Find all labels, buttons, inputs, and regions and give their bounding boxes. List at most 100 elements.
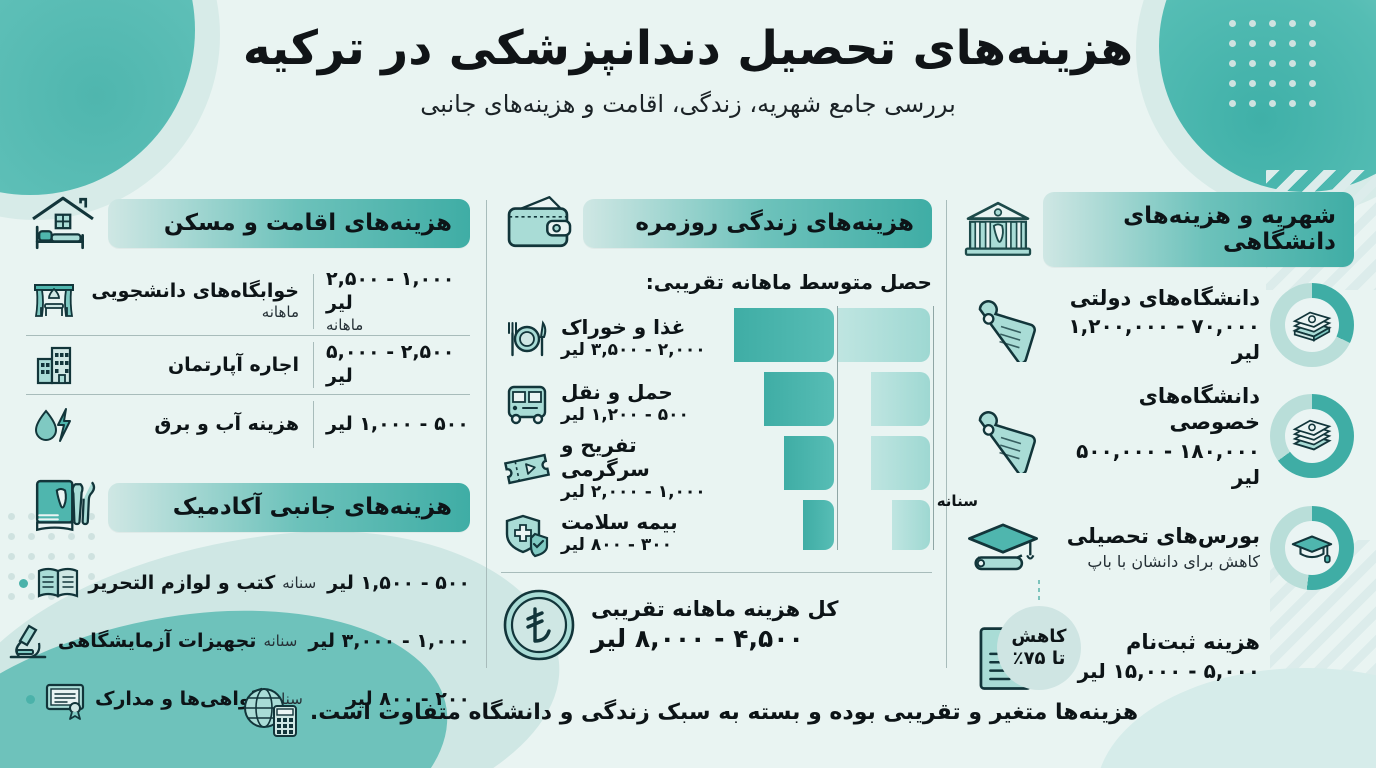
dental-book-tools-icon (26, 476, 100, 538)
living-heading: هزینه‌های زندگی روزمره (583, 198, 932, 248)
living-items-list: غذا و خوراک ۲,۰۰۰ - ۳,۵۰۰ لیر (501, 306, 732, 566)
graduation-cap-diploma-icon (961, 511, 1045, 585)
tuition-item-private: دانشگاه‌های خصوصی ۱۸۰,۰۰۰ - ۵۰۰,۰۰۰ لیر (961, 383, 1354, 490)
health-shield-icon (501, 510, 553, 558)
bar-chart-annual-label: سنانه (936, 492, 978, 510)
tuition-item-public: دانشگاه‌های دولتی ۷۰,۰۰۰ - ۱,۲۰۰,۰۰۰ لیر (961, 283, 1354, 367)
table-vertical-divider (313, 401, 314, 448)
table-vertical-divider (313, 342, 314, 388)
tuition-item-registration-name: هزینه ثبت‌نام (1126, 630, 1260, 655)
microscope-icon (5, 620, 51, 662)
lira-coin-icon (501, 587, 577, 663)
donut-center (1285, 409, 1339, 464)
living-item-transport: حمل و نقل ۵۰۰ - ۱,۲۰۰ لیر (501, 371, 726, 436)
living-costs-section: هزینه‌های زندگی روزمره حصل متوسط ماهانه … (487, 192, 978, 672)
tuition-heading-row: شهریه و هزینه‌های دانشگاهی (961, 192, 1354, 267)
dorm-room-icon (26, 279, 82, 325)
tuition-item-scholarship-name: بورس‌های تحصیلی (1066, 523, 1260, 548)
bar-chart-bars: سنانه (732, 306, 978, 566)
house-bed-icon (26, 192, 100, 254)
footer-note-text: هزینه‌ها متغیر و تقریبی بوده و بسته به س… (309, 699, 1139, 725)
water-electricity-icon (26, 402, 82, 448)
housing-heading: هزینه‌های اقامت و مسکن (108, 198, 470, 248)
dashed-connector (1037, 580, 1040, 604)
academic-heading-row: هزینه‌های جانبی آکادمیک (26, 476, 470, 538)
bar-axis-monthly (836, 306, 838, 550)
tuition-item-scholarship: بورس‌های تحصیلی کاهش برای دانشان با‎ باپ (961, 505, 1354, 590)
bar-annual-health (891, 500, 930, 550)
wallet-icon (501, 192, 575, 254)
discount-badge: کاهش تا ۷۵٪ (996, 606, 1081, 690)
bus-icon (501, 380, 553, 428)
living-total-text: کل هزینه ماهانه تقریبی ۴,۵۰۰ - ۸,۰۰۰ لیر (591, 597, 914, 653)
housing-dorm-value-period: ماهانه (326, 315, 364, 334)
tuition-item-scholarship-text: بورس‌های تحصیلی کاهش برای دانشان با‎ باپ (1055, 523, 1260, 573)
living-item-transport-name: حمل و نقل (561, 380, 673, 405)
table-vertical-divider (313, 274, 314, 329)
bar-monthly-leisure (783, 436, 834, 490)
list-item: ۱,۰۰۰ - ۳,۰۰۰ لیر سنانه تجهیزات آزمایشگا… (9, 612, 470, 670)
tuition-item-public-value: ۷۰,۰۰۰ - ۱,۲۰۰,۰۰۰ لیر (1068, 314, 1260, 365)
living-item-food-value: ۲,۰۰۰ - ۳,۵۰۰ لیر (561, 340, 706, 361)
column-divider-1 (945, 200, 947, 668)
living-item-transport-text: حمل و نقل ۵۰۰ - ۱,۲۰۰ لیر (561, 380, 726, 426)
housing-apartment-value-cell: ۲,۵۰۰ - ۵,۰۰۰ لیر (320, 341, 470, 389)
living-item-food: غذا و خوراک ۲,۰۰۰ - ۳,۵۰۰ لیر (501, 306, 726, 371)
discount-badge-line2: تا ۷۵٪ (1012, 648, 1066, 669)
column-divider-2 (486, 200, 487, 668)
tuition-item-public-name: دانشگاه‌های دولتی (1069, 285, 1260, 310)
list-item: ۵۰۰ - ۱,۵۰۰ لیر سنانه کتب و لوازم التحری… (19, 554, 470, 612)
tuition-item-registration-value: ۵,۰۰۰ - ۱۵,۰۰۰ لیر (1077, 658, 1260, 683)
academic-books-period: سنانه (282, 574, 317, 592)
living-item-transport-value: ۵۰۰ - ۱,۲۰۰ لیر (561, 405, 689, 426)
housing-dorm-value-cell: ۱,۰۰۰ - ۲,۵۰۰ لیر ماهانه (320, 268, 470, 335)
donut-center (1285, 520, 1339, 575)
tuition-section: شهریه و هزینه‌های دانشگاهی (947, 192, 1376, 690)
discount-badge-line1: کاهش (1011, 625, 1067, 647)
housing-table: ۱,۰۰۰ - ۲,۵۰۰ لیر ماهانه خوابگاه‌های دان… (26, 268, 470, 454)
living-heading-row: هزینه‌های زندگی روزمره (501, 192, 932, 254)
page-header: هزینه‌های تحصیل دندانپزشکی در ترکیه بررس… (0, 21, 1376, 119)
bar-monthly-transport (763, 372, 834, 426)
bank-tooth-icon (961, 199, 1035, 261)
housing-dorm-period: ماهانه (261, 303, 299, 322)
academic-heading: هزینه‌های جانبی آکادمیک (108, 482, 470, 532)
open-book-icon (35, 562, 81, 604)
donut-chart-public (1270, 283, 1354, 367)
living-subheading: حصل متوسط ماهانه تقریبی: (645, 270, 932, 294)
housing-academic-section: هزینه‌های اقامت و مسکن ۱,۰۰۰ - ۲,۵۰۰ لیر (0, 192, 486, 720)
bar-annual-leisure (870, 436, 930, 490)
apartment-icon (26, 342, 82, 388)
housing-heading-row: هزینه‌های اقامت و مسکن (26, 192, 470, 254)
donut-chart-private (1270, 394, 1354, 479)
housing-utilities-name: هزینه آب و برق (154, 413, 299, 436)
tuition-item-public-text: دانشگاه‌های دولتی ۷۰,۰۰۰ - ۱,۲۰۰,۰۰۰ لیر (1055, 285, 1260, 365)
living-item-health-text: بیمه سلامت ۳۰۰ - ۸۰۰ لیر (561, 510, 726, 556)
globe-calculator-icon (238, 684, 300, 740)
living-total-value: ۴,۵۰۰ - ۸,۰۰۰ لیر (591, 624, 804, 653)
living-item-health-name: بیمه سلامت (561, 510, 678, 535)
page-subtitle: بررسی جامع شهریه، زندگی، اقامت و هزینه‌ه… (420, 90, 956, 119)
page-title: هزینه‌های تحصیل دندانپزشکی در ترکیه (242, 21, 1134, 76)
scholarship-badge-wrap: کاهش تا ۷۵٪ (993, 580, 1085, 690)
cash-stack-icon (1292, 419, 1332, 451)
housing-utilities-label-cell: هزینه آب و برق (82, 413, 307, 436)
housing-dorm-name: خوابگاه‌های دانشجویی (91, 280, 299, 303)
price-tag-icon (961, 288, 1045, 362)
tuition-item-registration-text: هزینه ثبت‌نام ۵,۰۰۰ - ۱۵,۰۰۰ لیر (1055, 629, 1260, 683)
price-tag-icon (961, 399, 1045, 474)
academic-lab-period: سنانه (263, 632, 298, 650)
living-item-leisure-name: تفریح و سرگرمی (561, 433, 650, 482)
living-item-health: بیمه سلامت ۳۰۰ - ۸۰۰ لیر (501, 501, 726, 566)
bar-monthly-food (733, 308, 834, 362)
housing-dorm-label-cell: خوابگاه‌های دانشجویی ماهانه (82, 280, 307, 322)
academic-lab-name: تجهیزات آزمایشگاهی (57, 630, 257, 652)
footer-note: هزینه‌ها متغیر و تقریبی بوده و بسته به س… (0, 684, 1376, 740)
bar-monthly-health (802, 500, 834, 550)
living-total-label: کل هزینه ماهانه تقریبی (591, 597, 839, 621)
content-columns: شهریه و هزینه‌های دانشگاهی (0, 192, 1376, 720)
living-item-food-name: غذا و خوراک (561, 315, 686, 340)
housing-apartment-name: اجاره آپارتمان (167, 353, 299, 376)
tuition-heading: شهریه و هزینه‌های دانشگاهی (1042, 192, 1354, 267)
bar-annual-transport (870, 372, 930, 426)
